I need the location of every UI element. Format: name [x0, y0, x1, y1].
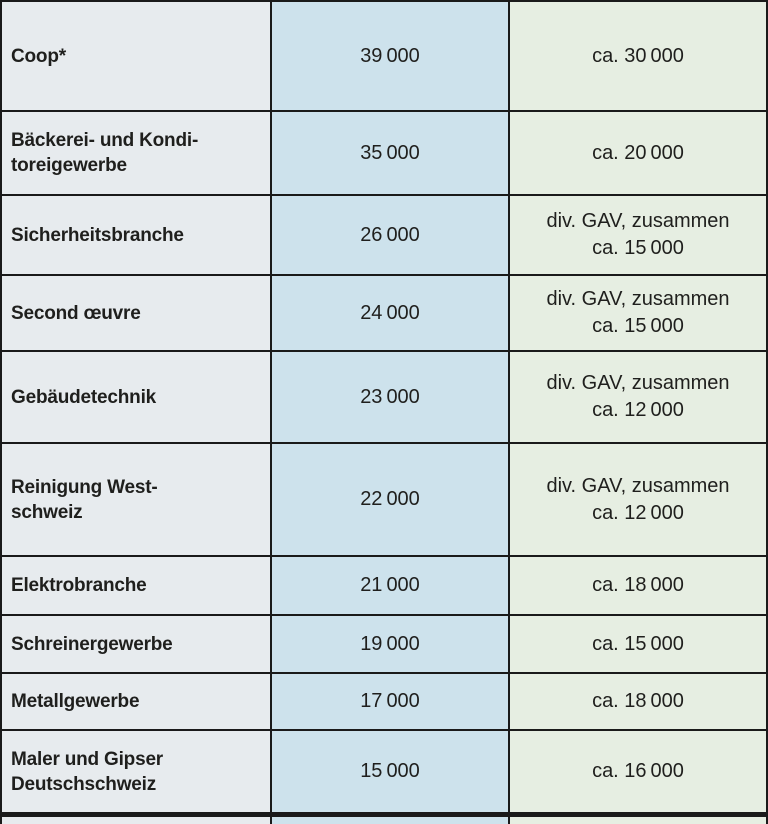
sector-cell: Elektrobranche	[2, 557, 270, 614]
members-cell: 39 000	[272, 2, 508, 110]
members-cell: 22 000	[272, 444, 508, 555]
sector-cell-partial	[2, 814, 270, 824]
covered-cell: ca. 30 000	[510, 2, 766, 110]
members-cell: 15 000	[272, 731, 508, 812]
covered-cell: div. GAV, zusammen ca. 15 000	[510, 196, 766, 274]
covered-cell: div. GAV, zusammen ca. 12 000	[510, 352, 766, 442]
sector-cell: Gebäudetechnik	[2, 352, 270, 442]
members-cell: 26 000	[272, 196, 508, 274]
covered-cell: ca. 18 000	[510, 674, 766, 729]
sector-cell: Metallgewerbe	[2, 674, 270, 729]
covered-cell: ca. 20 000	[510, 112, 766, 194]
members-cell: 19 000	[272, 616, 508, 672]
members-cell: 21 000	[272, 557, 508, 614]
sector-cell: Maler und Gipser Deutschschweiz	[2, 731, 270, 812]
members-cell: 35 000	[272, 112, 508, 194]
members-cell: 17 000	[272, 674, 508, 729]
covered-cell: div. GAV, zusammen ca. 12 000	[510, 444, 766, 555]
covered-cell: ca. 15 000	[510, 616, 766, 672]
sector-cell: Reinigung West- schweiz	[2, 444, 270, 555]
sector-cell: Second œuvre	[2, 276, 270, 350]
covered-cell: ca. 18 000	[510, 557, 766, 614]
sector-cell: Bäckerei- und Kondi- toreigewerbe	[2, 112, 270, 194]
covered-cell: ca. 16 000	[510, 731, 766, 812]
members-cell: 23 000	[272, 352, 508, 442]
members-cell-partial	[272, 814, 508, 824]
covered-cell-partial	[510, 814, 766, 824]
covered-cell: div. GAV, zusammen ca. 15 000	[510, 276, 766, 350]
sector-cell: Sicherheitsbranche	[2, 196, 270, 274]
sector-cell: Coop*	[2, 2, 270, 110]
members-cell: 24 000	[272, 276, 508, 350]
sector-cell: Schreinergewerbe	[2, 616, 270, 672]
